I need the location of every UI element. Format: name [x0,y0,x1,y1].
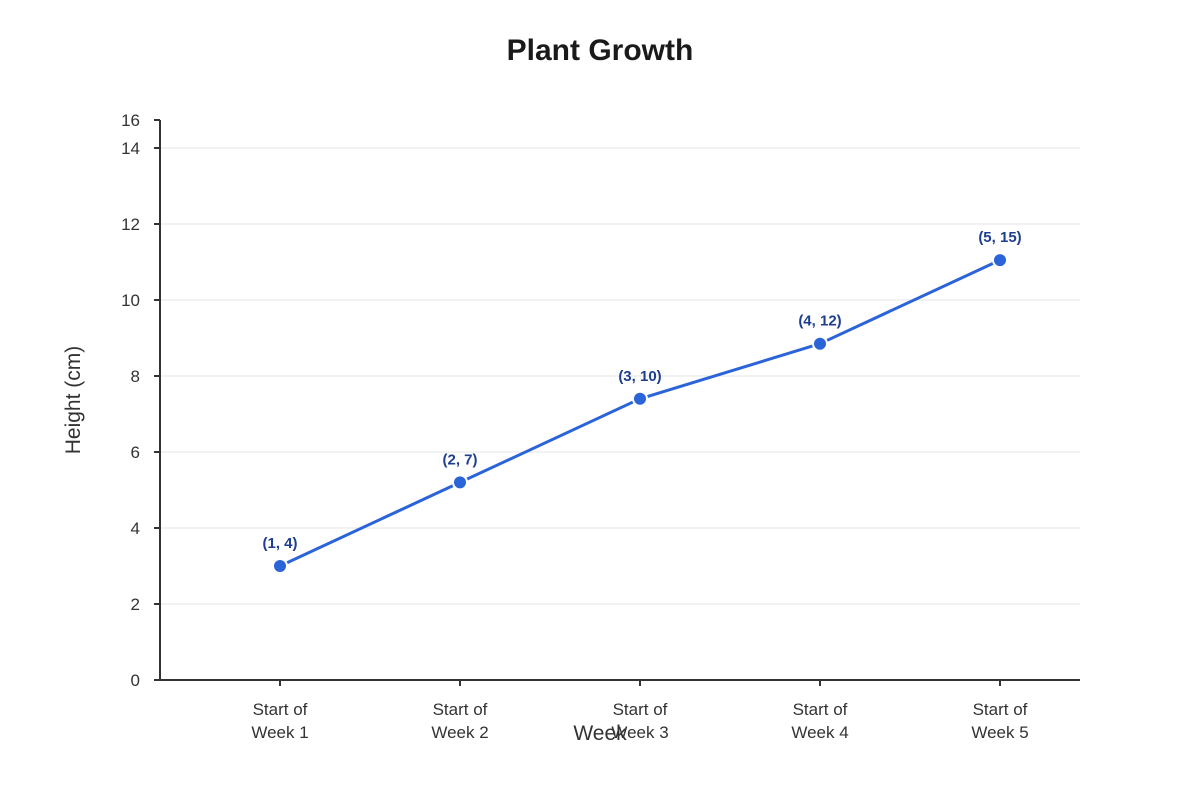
x-tick-label-3: Start of Week 3 [611,700,668,742]
data-point-3 [632,390,648,407]
y-tick-label-8: 8 [131,367,140,386]
data-point-1 [272,558,288,574]
x-tick-label-5: Start of Week 5 [971,700,1028,742]
y-tick-label-14: 14 [121,139,140,158]
data-label-2: (2, 7) [442,451,477,468]
x-tick-label-4: Start of Week 4 [791,700,848,742]
x-tick-label-2: Start of Week 2 [431,700,488,742]
y-tick-label-0: 0 [131,671,140,690]
data-label-5: (5, 15) [978,229,1021,246]
data-point-5 [992,252,1008,269]
grid-lines [160,147,1080,605]
series-height: (1, 4) (2, 7) (3, 10) (4, 12) (5, 15) [262,229,1022,574]
x-tick-label-1: Start of Week 1 [251,700,308,742]
y-tick-label-16: 16 [121,111,140,130]
y-tick-label-10: 10 [121,291,140,310]
data-label-3: (3, 10) [618,368,661,385]
chart-title: Plant Growth [507,34,694,67]
y-tick-label-4: 4 [131,519,140,538]
series-line [279,258,1001,568]
y-axis: 0 2 4 6 8 10 12 14 16 [121,111,161,690]
data-point-2 [452,474,468,491]
y-tick-label-12: 12 [121,215,140,234]
x-axis-label: Week [573,722,627,745]
data-label-4: (4, 12) [798,313,841,330]
y-axis-label: Height (cm) [62,346,85,455]
x-axis: Start of Week 1 Start of Week 2 Start of Week… [160,679,1080,742]
y-tick-label-6: 6 [131,443,140,462]
data-label-1: (1, 4) [262,535,297,552]
data-point-4 [812,335,828,352]
y-tick-label-2: 2 [131,595,140,614]
